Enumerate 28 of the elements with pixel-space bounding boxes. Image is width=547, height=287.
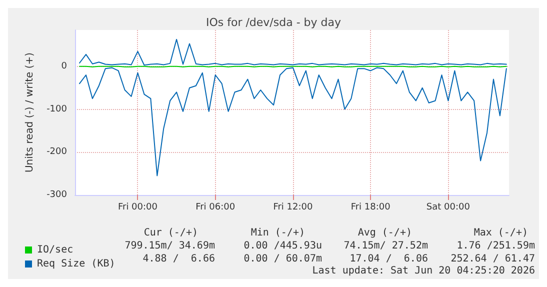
text: 252.64 / 61.47 <box>450 254 535 264</box>
text: Avg (-/+) <box>358 228 412 238</box>
text: 0.00 / 60.07m <box>244 254 322 264</box>
text: Min (-/+) <box>250 228 305 238</box>
y-tick-label: 0 <box>61 61 68 72</box>
y-tick-label: -100 <box>46 104 68 114</box>
y-axis-title: Units read (-) / write (+) <box>24 52 36 173</box>
text: 799.15m/ 34.69m <box>124 240 215 252</box>
text: 17.04 / 6.06 <box>350 254 428 264</box>
y-tick-label: -300 <box>46 190 68 200</box>
text: 0.00 /445.93u <box>244 240 322 252</box>
x-tick-label: Sat 00:00 <box>426 202 470 212</box>
text: Cur (-/+) <box>144 228 198 238</box>
y-tick-label: -200 <box>46 147 68 158</box>
x-tick-label: Fri 00:00 <box>118 202 158 212</box>
chart-title: IOs for /dev/sda - by day <box>206 16 342 29</box>
x-tick-label: Fri 06:00 <box>196 202 236 212</box>
text: Max (-/+) <box>474 228 528 238</box>
text: 1.76 /251.59m <box>456 240 535 252</box>
line-series <box>79 38 507 66</box>
x-tick-label: Fri 12:00 <box>273 202 313 212</box>
legend-label: IO/sec <box>37 244 74 256</box>
line-series <box>79 67 507 176</box>
legend-label: Req Size (KB) <box>37 258 116 270</box>
x-tick-label: Fri 18:00 <box>350 202 391 212</box>
text: Last update: Sat Jun 20 04:25:20 2026 <box>312 266 535 276</box>
text: 74.15m/ 27.52m <box>344 240 428 252</box>
text: 4.88 / 6.66 <box>142 254 215 264</box>
